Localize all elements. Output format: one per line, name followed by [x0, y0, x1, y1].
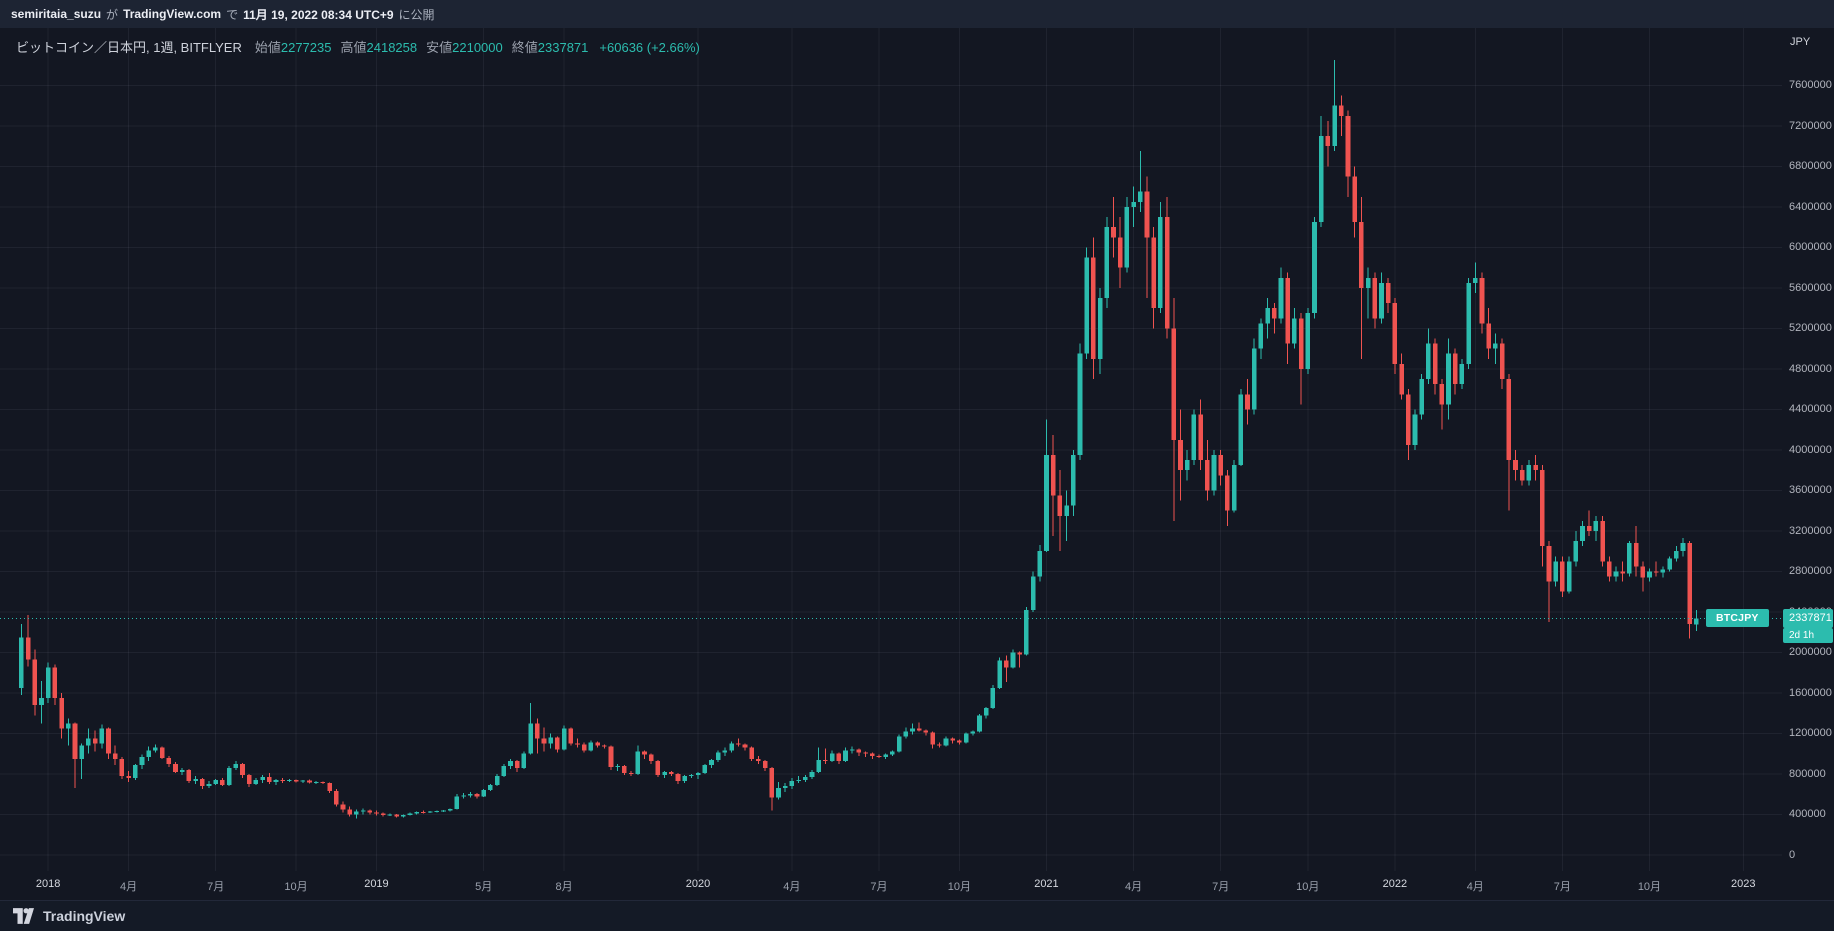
time-tick-label: 2020: [685, 878, 711, 890]
symbol-price-badge: BTCJPY: [1706, 609, 1769, 628]
price-tick-label: 3200000: [1789, 524, 1832, 537]
price-tick-label: 0: [1789, 849, 1796, 861]
time-axis[interactable]: 2018 4月 7月 10月 2019 5月 8月 2020 4月 7月 10月 2021 4月 7月 10…: [0, 871, 1782, 900]
attribution-user[interactable]: semiritaia_suzu: [11, 7, 102, 21]
open-label: 始値: [254, 40, 281, 55]
price-tick-label: 800000: [1789, 767, 1826, 780]
time-tick-label: 4月: [119, 881, 138, 893]
time-tick-label: 4月: [1466, 881, 1484, 893]
low-label: 安値: [426, 40, 453, 55]
chart-region: ビットコイン／日本円, 1週, BITFLYER 始値 2277235 高値 241…: [0, 28, 1834, 900]
price-tick-label: 4400000: [1789, 403, 1832, 416]
time-tick-label: 10月: [947, 881, 971, 893]
attribution-timestamp: 11月 19, 2022 08:34 UTC+9: [243, 7, 394, 22]
time-tick-label: 8月: [555, 881, 573, 893]
price-tick-label: 5600000: [1789, 281, 1832, 294]
time-tick-label: 2022: [1382, 878, 1408, 890]
price-tick-label: 3600000: [1789, 484, 1832, 497]
attribution-suffix: に公開: [398, 7, 435, 22]
price-tick-label: 4000000: [1789, 443, 1832, 456]
tradingview-brand[interactable]: TradingView: [43, 908, 126, 924]
attribution-bar: semiritaia_suzu が TradingView.com で 11月 …: [0, 0, 1834, 28]
attribution-site-link[interactable]: TradingView.com: [123, 7, 222, 21]
price-tick-label: 2000000: [1789, 646, 1832, 659]
time-tick-label: 7月: [207, 881, 225, 893]
price-axis[interactable]: JPY 040000080000012000001600000200000024…: [1782, 28, 1834, 871]
time-tick-label: 4月: [783, 881, 801, 893]
time-tick-label: 5月: [475, 881, 493, 893]
symbol-title[interactable]: ビットコイン／日本円, 1週, BITFLYER: [16, 40, 242, 55]
open-value: 2277235: [280, 40, 332, 55]
countdown-badge: 2d 1h: [1783, 627, 1833, 643]
price-tick-label: 6000000: [1789, 241, 1832, 254]
price-tick-label: 400000: [1789, 808, 1826, 821]
close-label: 終値: [511, 40, 538, 55]
time-tick-label: 10月: [284, 881, 308, 893]
change-value: +60636 (+2.66%): [599, 40, 700, 55]
chart-legend: ビットコイン／日本円, 1週, BITFLYER 始値 2277235 高値 241…: [16, 37, 709, 56]
time-tick-label: 2018: [35, 878, 61, 890]
currency-label: JPY: [1790, 36, 1811, 48]
price-tick-label: 7200000: [1789, 119, 1832, 132]
low-value: 2210000: [452, 40, 503, 55]
price-tick-label: 7600000: [1789, 79, 1832, 92]
price-tick-label: 4800000: [1789, 362, 1832, 375]
time-tick-label: 2019: [364, 878, 389, 890]
high-label: 高値: [340, 40, 367, 55]
time-tick-label: 10月: [1637, 881, 1662, 893]
last-price-badge: 2337871: [1783, 608, 1833, 628]
candlestick-chart[interactable]: [0, 28, 1782, 871]
time-tick-label: 2021: [1034, 878, 1059, 890]
time-tick-label: 7月: [870, 881, 888, 893]
price-tick-label: 1600000: [1789, 686, 1832, 699]
price-tick-label: 1200000: [1789, 727, 1832, 740]
attribution-particle: で: [226, 7, 239, 22]
price-tick-label: 6800000: [1789, 160, 1832, 173]
price-tick-label: 6400000: [1789, 200, 1832, 213]
price-tick-label: 2800000: [1789, 565, 1832, 578]
time-tick-label: 2023: [1731, 878, 1756, 890]
price-tick-label: 5200000: [1789, 322, 1832, 335]
time-tick-label: 4月: [1124, 881, 1143, 893]
time-tick-label: 7月: [1212, 881, 1230, 893]
time-tick-label: 10月: [1296, 881, 1320, 893]
high-value: 2418258: [366, 40, 418, 55]
attribution-particle: が: [106, 7, 119, 22]
footer-bar: TradingView: [0, 900, 1834, 931]
tradingview-logo-icon[interactable]: [13, 908, 34, 924]
time-tick-label: 7月: [1553, 881, 1571, 893]
close-value: 2337871: [537, 40, 589, 55]
